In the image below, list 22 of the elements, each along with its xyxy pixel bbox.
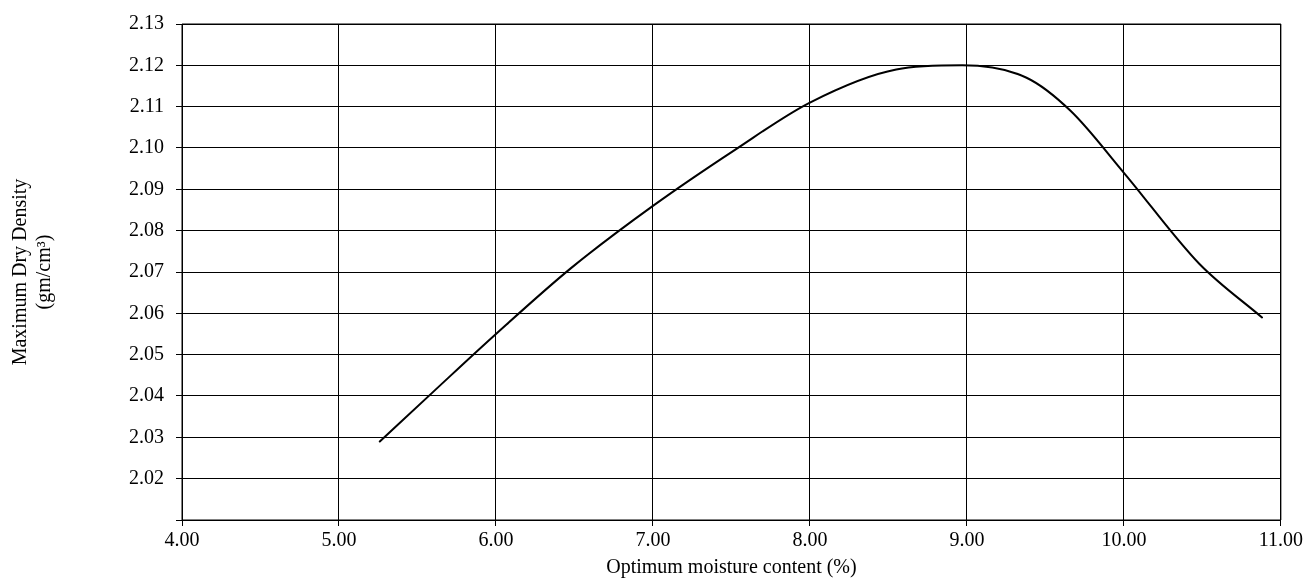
y-tick-label: 2.10 [129,135,164,158]
y-tick-label: 2.09 [129,176,164,199]
x-axis-title: Optimum moisture content (%) [606,555,857,579]
x-tick-label: 11.00 [1258,528,1303,551]
y-axis-title: Maximum Dry Density (gm/cm³) [8,178,56,366]
x-tick-label: 10.00 [1101,528,1147,551]
x-tick-label: 6.00 [478,528,514,551]
x-tick-label: 7.00 [635,528,671,551]
y-tick-label: 2.05 [129,341,164,364]
y-tick-label: 2.13 [129,11,164,34]
x-tick-label: 9.00 [949,528,985,551]
y-tick-label: 2.04 [129,383,164,406]
y-tick-label: 2.03 [129,424,164,447]
x-tick-label: 8.00 [792,528,828,551]
y-tick-label: 2.07 [129,259,164,282]
y-tick-label: 2.06 [129,300,164,323]
y-tick-label: 2.08 [129,217,164,240]
x-tick-label: 4.00 [164,528,200,551]
y-tick-label: 2.12 [129,52,164,75]
x-tick-label: 5.00 [321,528,357,551]
y-tick-label: 2.02 [129,465,164,488]
y-tick-label: 2.11 [129,93,164,116]
